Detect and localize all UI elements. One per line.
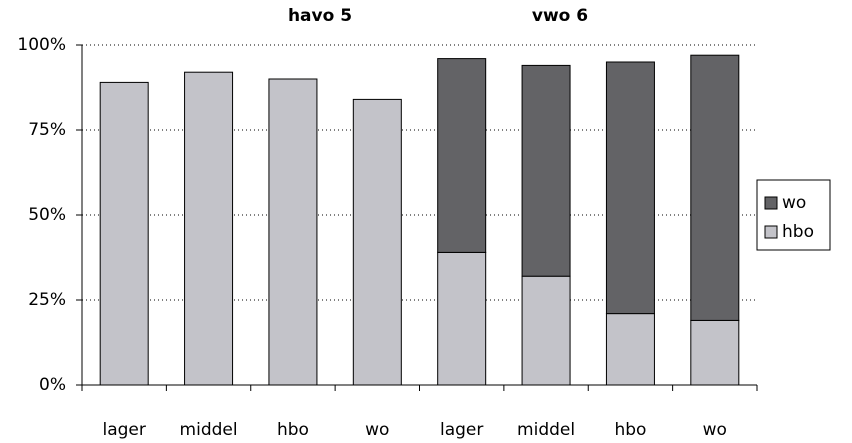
bar-segment [605, 313, 655, 386]
legend-swatch [764, 196, 778, 210]
bar-segment [605, 61, 655, 315]
x-tick-label: wo [365, 420, 389, 440]
group-label: havo 5 [288, 6, 352, 26]
x-tick-label: hbo [277, 420, 309, 440]
y-tick-label: 75% [28, 120, 66, 140]
bar-segment [437, 251, 487, 386]
bar-segment [690, 54, 740, 321]
bar-segment [268, 78, 318, 386]
x-tick-label: wo [703, 420, 727, 440]
x-tick-label: hbo [614, 420, 646, 440]
legend-swatch [764, 225, 778, 239]
x-tick-label: lager [440, 420, 483, 440]
legend-label: wo [782, 193, 806, 213]
group-label: vwo 6 [532, 6, 588, 26]
bar-segment [184, 71, 234, 386]
x-tick-label: lager [102, 420, 145, 440]
bar-segment [521, 275, 571, 386]
bar-segment [690, 319, 740, 386]
legend-label: hbo [782, 222, 814, 242]
y-tick-label: 0% [39, 375, 66, 395]
x-tick-label: middel [180, 420, 238, 440]
x-tick-label: middel [517, 420, 575, 440]
bar-segment [99, 81, 149, 386]
bar-segment [352, 98, 402, 386]
bar-segment [521, 64, 571, 277]
bar-segment [437, 58, 487, 253]
y-tick-label: 25% [28, 290, 66, 310]
y-tick-label: 100% [17, 35, 66, 55]
y-tick-label: 50% [28, 205, 66, 225]
